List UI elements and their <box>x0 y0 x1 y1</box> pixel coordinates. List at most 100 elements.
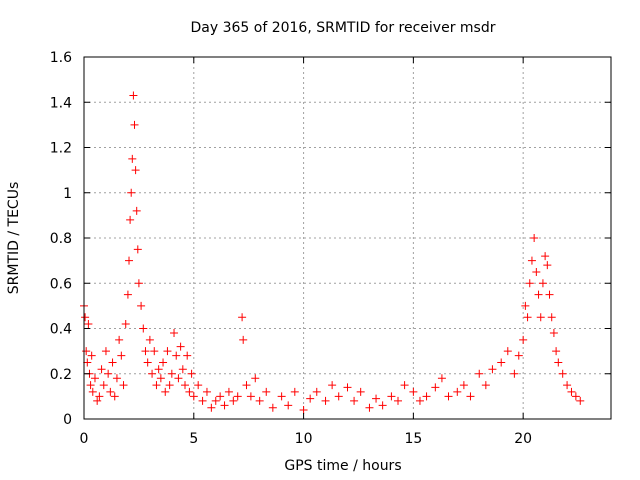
x-tick-label: 0 <box>80 431 89 447</box>
data-point <box>532 267 541 276</box>
data-point <box>130 120 139 129</box>
data-point <box>549 329 558 338</box>
data-point <box>128 154 137 163</box>
data-point <box>183 351 192 360</box>
data-point <box>101 347 110 356</box>
data-point <box>284 401 293 410</box>
data-point <box>83 358 92 367</box>
data-point <box>459 381 468 390</box>
data-point <box>104 369 113 378</box>
data-point <box>534 290 543 299</box>
data-point <box>488 365 497 374</box>
data-point <box>134 279 143 288</box>
data-point <box>571 392 580 401</box>
data-point <box>334 392 343 401</box>
data-point <box>123 290 132 299</box>
data-point <box>127 188 136 197</box>
data-point <box>161 387 170 396</box>
data-point <box>185 387 194 396</box>
data-point <box>415 396 424 405</box>
y-tick-label: 1.2 <box>50 141 72 157</box>
data-point <box>558 369 567 378</box>
grid-lines <box>84 57 611 419</box>
data-point <box>246 392 255 401</box>
data-point <box>576 396 585 405</box>
y-tick-label: 0.2 <box>50 367 72 383</box>
data-point <box>431 383 440 392</box>
data-point <box>150 347 159 356</box>
data-point <box>567 387 576 396</box>
data-point <box>90 374 99 383</box>
data-point <box>444 392 453 401</box>
data-point <box>181 381 190 390</box>
data-point <box>538 279 547 288</box>
data-point <box>148 369 157 378</box>
data-point <box>290 387 299 396</box>
data-point <box>108 358 117 367</box>
data-point <box>543 261 552 270</box>
data-point <box>178 365 187 374</box>
data-point <box>437 374 446 383</box>
data-point <box>299 405 308 414</box>
data-point <box>139 324 148 333</box>
data-point <box>156 374 165 383</box>
data-point <box>163 347 172 356</box>
data-point <box>563 381 572 390</box>
data-point <box>174 374 183 383</box>
data-point <box>530 234 539 242</box>
data-point <box>207 403 216 412</box>
data-point <box>194 381 203 390</box>
data-point <box>552 347 561 356</box>
data-point <box>84 319 93 328</box>
y-tick-label: 1.6 <box>50 50 72 66</box>
data-point <box>378 401 387 410</box>
x-axis-label: GPS time / hours <box>284 458 401 474</box>
data-point <box>220 401 229 410</box>
data-point <box>143 358 152 367</box>
data-point <box>93 396 102 405</box>
data-point <box>112 374 121 383</box>
y-tick-label: 0.8 <box>50 231 72 247</box>
data-point <box>202 387 211 396</box>
data-point <box>121 319 130 328</box>
data-point <box>387 392 396 401</box>
y-tick-label: 0.6 <box>50 276 72 292</box>
data-point <box>129 91 138 100</box>
data-point <box>131 166 140 175</box>
data-point <box>172 351 181 360</box>
y-tick-label: 1.4 <box>50 95 72 111</box>
data-point <box>312 387 321 396</box>
data-point <box>536 313 545 322</box>
data-points <box>80 91 585 414</box>
data-point <box>409 387 418 396</box>
data-point <box>97 365 106 374</box>
x-tick-label: 20 <box>514 431 532 447</box>
data-point <box>87 351 96 360</box>
x-tick-label: 10 <box>295 431 313 447</box>
data-point <box>170 329 179 338</box>
data-point <box>95 392 104 401</box>
data-point <box>165 381 174 390</box>
data-point <box>159 358 168 367</box>
data-point <box>453 387 462 396</box>
y-tick-label: 1 <box>63 186 72 202</box>
data-point <box>306 394 315 403</box>
data-point <box>88 387 97 396</box>
chart-title: Day 365 of 2016, SRMTID for receiver msd… <box>191 20 496 36</box>
data-point <box>189 392 198 401</box>
data-point <box>233 392 242 401</box>
data-point <box>141 347 150 356</box>
data-point <box>545 290 554 299</box>
data-point <box>137 301 146 310</box>
data-point <box>167 369 176 378</box>
data-point <box>503 347 512 356</box>
y-tick-label: 0.4 <box>50 322 72 338</box>
data-point <box>262 387 271 396</box>
data-point <box>541 252 550 261</box>
data-point <box>394 396 403 405</box>
data-point <box>125 256 134 265</box>
y-axis-label: SRMTID / TECUs <box>6 182 22 295</box>
data-point <box>475 369 484 378</box>
data-point <box>481 381 490 390</box>
